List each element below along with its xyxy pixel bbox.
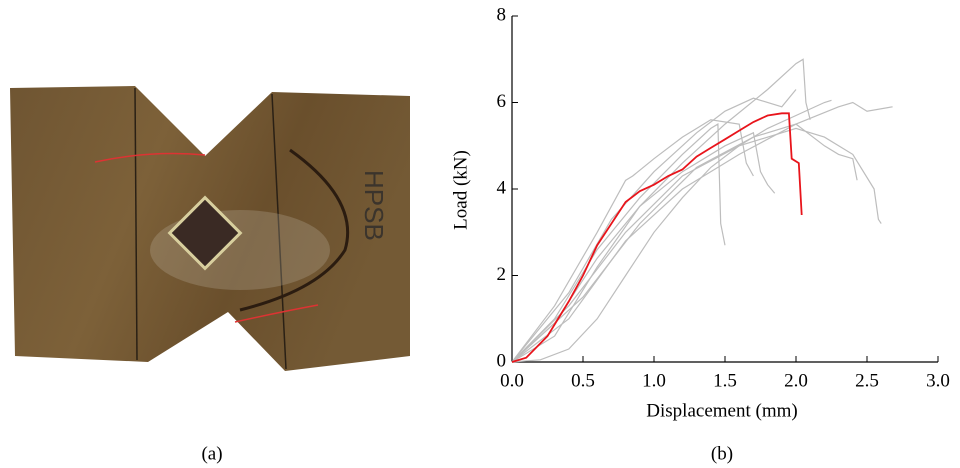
panel-label: (b): [711, 443, 733, 464]
y-tick-label: 6: [497, 91, 507, 112]
x-tick-label: 0.5: [571, 370, 595, 391]
data-line: [511, 127, 882, 363]
specimen-marking: HPSB: [359, 170, 389, 241]
data-line: [511, 101, 893, 363]
specimen-photo: HPSB: [10, 86, 410, 371]
crack-mark: [234, 304, 319, 323]
data-line: [511, 58, 811, 363]
x-tick-label: 1.0: [642, 370, 666, 391]
x-tick-label: 0.0: [500, 370, 524, 391]
x-tick-label: 3.0: [926, 370, 950, 391]
data-line: [511, 131, 776, 363]
y-tick-label: 4: [497, 177, 507, 198]
plot-area: 0 2 4 6 8 0.0 0.5 1.0 1.5 2.0 2.5 3.0: [497, 4, 950, 391]
y-tick-label: 2: [497, 264, 507, 285]
y-axis-label: Load (kN): [450, 150, 471, 230]
data-line: [511, 119, 754, 363]
x-tick-label: 1.5: [713, 370, 737, 391]
sensor-chip: [167, 195, 243, 271]
grid-mark: [134, 87, 138, 361]
x-tick-label: 2.5: [855, 370, 879, 391]
data-line: [511, 123, 726, 363]
x-axis-label: Displacement (mm): [646, 400, 797, 421]
glue-area: [150, 210, 330, 290]
data-line: [511, 123, 858, 363]
data-line: [511, 89, 797, 363]
y-tick-label: 8: [497, 4, 507, 25]
data-line: [511, 99, 832, 363]
data-line: [511, 112, 803, 363]
x-tick-label: 2.0: [784, 370, 808, 391]
panel-label: (a): [201, 443, 222, 464]
y-tick-label: 0: [497, 350, 507, 371]
grid-mark: [271, 93, 287, 370]
crack: [239, 148, 350, 312]
crack-mark: [94, 152, 206, 163]
